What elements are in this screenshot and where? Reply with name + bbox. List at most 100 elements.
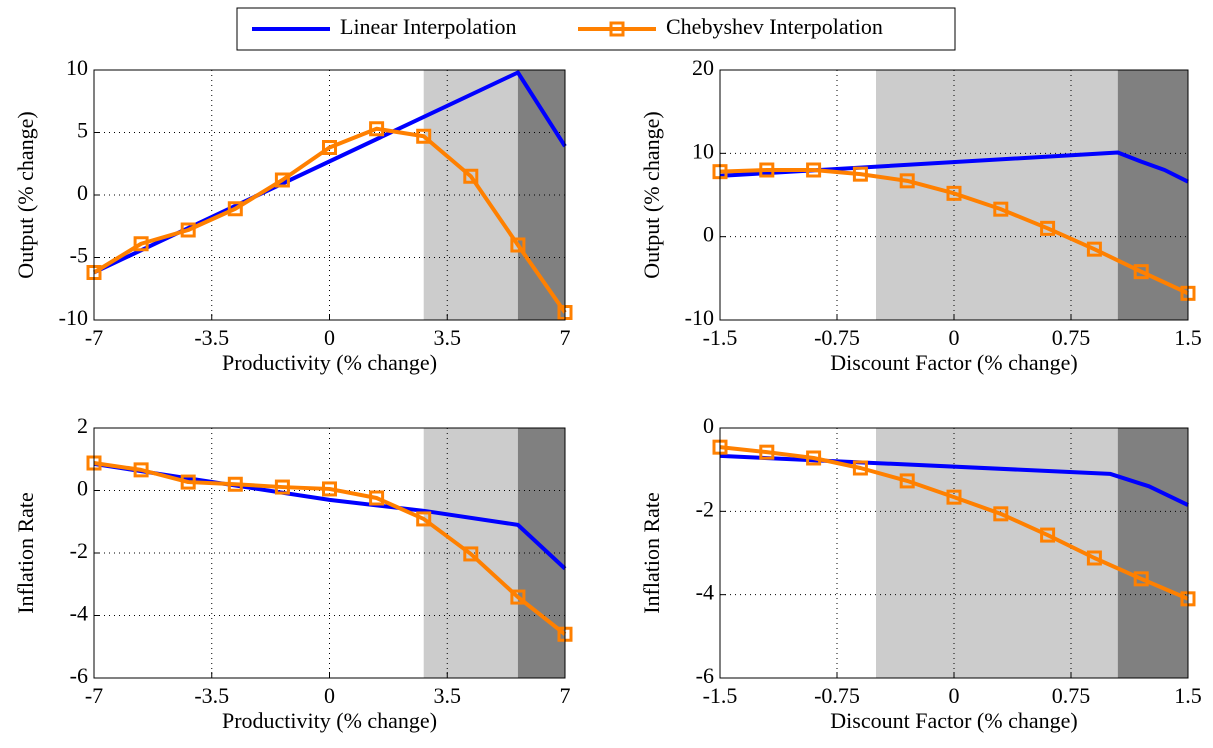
- marker: [227, 476, 243, 492]
- marker: [1133, 264, 1149, 280]
- marker: [322, 481, 337, 497]
- x-tick-label: -3.5: [194, 325, 229, 350]
- x-tick-label: -0.75: [814, 325, 860, 350]
- x-tick-label: 7: [560, 683, 571, 708]
- series-line: [719, 453, 1189, 507]
- plot-frame: [719, 69, 1189, 321]
- marker: [852, 460, 868, 476]
- series-line: [92, 126, 567, 314]
- x-tick-label: 0: [949, 325, 960, 350]
- x-tick-label: -1.5: [703, 325, 738, 350]
- marker: [993, 506, 1009, 522]
- series-line: [719, 168, 1189, 296]
- y-tick-label: 0: [703, 413, 714, 438]
- x-tick-label: -1.5: [703, 683, 738, 708]
- marker: [899, 473, 915, 489]
- marker: [369, 121, 385, 137]
- marker: [1040, 220, 1056, 236]
- marker: [510, 237, 526, 253]
- legend: Linear Interpolation Chebyshev Interpolat…: [236, 7, 956, 51]
- y-tick-label: -2: [696, 496, 714, 521]
- series-line: [93, 461, 567, 571]
- legend-marker: [609, 21, 625, 37]
- y-tick-label: -6: [696, 663, 714, 688]
- marker: [463, 168, 479, 184]
- x-tick-label: 0.75: [1052, 325, 1091, 350]
- marker: [946, 489, 962, 505]
- marker: [133, 462, 149, 478]
- y-tick-label: -10: [59, 305, 88, 330]
- y-tick-label: 0: [77, 476, 88, 501]
- shaded-region: [517, 428, 565, 678]
- marker: [274, 479, 290, 495]
- x-tick-label: 3.5: [434, 325, 462, 350]
- marker: [416, 511, 432, 527]
- marker: [806, 162, 822, 178]
- marker: [133, 236, 149, 252]
- marker: [899, 173, 915, 189]
- y-tick-label: 0: [703, 222, 714, 247]
- series-line: [93, 461, 567, 636]
- y-axis-label: Inflation Rate: [13, 492, 38, 614]
- subplot: -7 -3.5 0 3.5 7 -6 -4 -2 0 2 Productivity (% chang…: [13, 413, 573, 733]
- x-axis-label: Productivity (% change): [222, 708, 437, 733]
- shaded-region: [423, 70, 518, 320]
- y-tick-label: -4: [696, 580, 714, 605]
- plot-frame: [719, 427, 1189, 679]
- marker: [852, 166, 868, 182]
- y-tick-label: 0: [77, 180, 88, 205]
- marker: [1040, 527, 1056, 543]
- marker: [227, 201, 243, 217]
- x-tick-label: -7: [85, 325, 103, 350]
- series-line: [719, 445, 1189, 601]
- x-tick-label: 1.5: [1174, 683, 1202, 708]
- x-tick-label: 0: [949, 683, 960, 708]
- y-tick-label: -4: [70, 601, 88, 626]
- y-axis-label: Output (% change): [13, 111, 38, 278]
- y-tick-label: -2: [70, 538, 88, 563]
- y-axis-label: Output (% change): [639, 111, 664, 278]
- y-tick-label: 20: [692, 55, 714, 80]
- marker: [806, 450, 822, 466]
- y-tick-label: 10: [66, 55, 88, 80]
- legend-label: Chebyshev Interpolation: [666, 14, 883, 39]
- marker: [759, 162, 775, 178]
- marker: [416, 128, 432, 144]
- plot-frame: [93, 69, 566, 321]
- marker: [1086, 241, 1102, 257]
- shaded-region: [876, 70, 1118, 320]
- x-tick-label: -7: [85, 683, 103, 708]
- subplot: -1.5 -0.75 0 0.75 1.5 -10 0 10 20 Discount Factor…: [639, 55, 1202, 375]
- y-tick-label: -5: [70, 243, 88, 268]
- marker: [180, 222, 196, 238]
- legend-frame: [236, 7, 956, 51]
- x-axis-label: Discount Factor (% change): [830, 350, 1077, 375]
- x-tick-label: 0: [324, 325, 335, 350]
- marker: [322, 140, 337, 155]
- x-tick-label: 0.75: [1052, 683, 1091, 708]
- x-tick-label: -0.75: [814, 683, 860, 708]
- shaded-region: [1117, 70, 1188, 320]
- y-tick-label: -6: [70, 663, 88, 688]
- series-line: [719, 150, 1189, 184]
- x-tick-label: 1.5: [1174, 325, 1202, 350]
- marker: [180, 474, 196, 490]
- marker: [463, 546, 479, 562]
- shaded-region: [1117, 428, 1188, 678]
- x-tick-label: 7: [560, 325, 571, 350]
- x-tick-label: 0: [324, 683, 335, 708]
- series-line: [93, 70, 567, 275]
- marker: [1086, 550, 1102, 566]
- y-tick-label: 5: [77, 118, 88, 143]
- x-axis-label: Discount Factor (% change): [830, 708, 1077, 733]
- marker: [993, 201, 1009, 217]
- x-axis-label: Productivity (% change): [222, 350, 437, 375]
- marker: [1133, 571, 1149, 587]
- x-tick-label: 3.5: [434, 683, 462, 708]
- subplot: -7 -3.5 0 3.5 7 -10 -5 0 5 10 Productivity (% chan…: [13, 55, 573, 375]
- marker: [369, 490, 385, 506]
- y-tick-label: 2: [77, 413, 88, 438]
